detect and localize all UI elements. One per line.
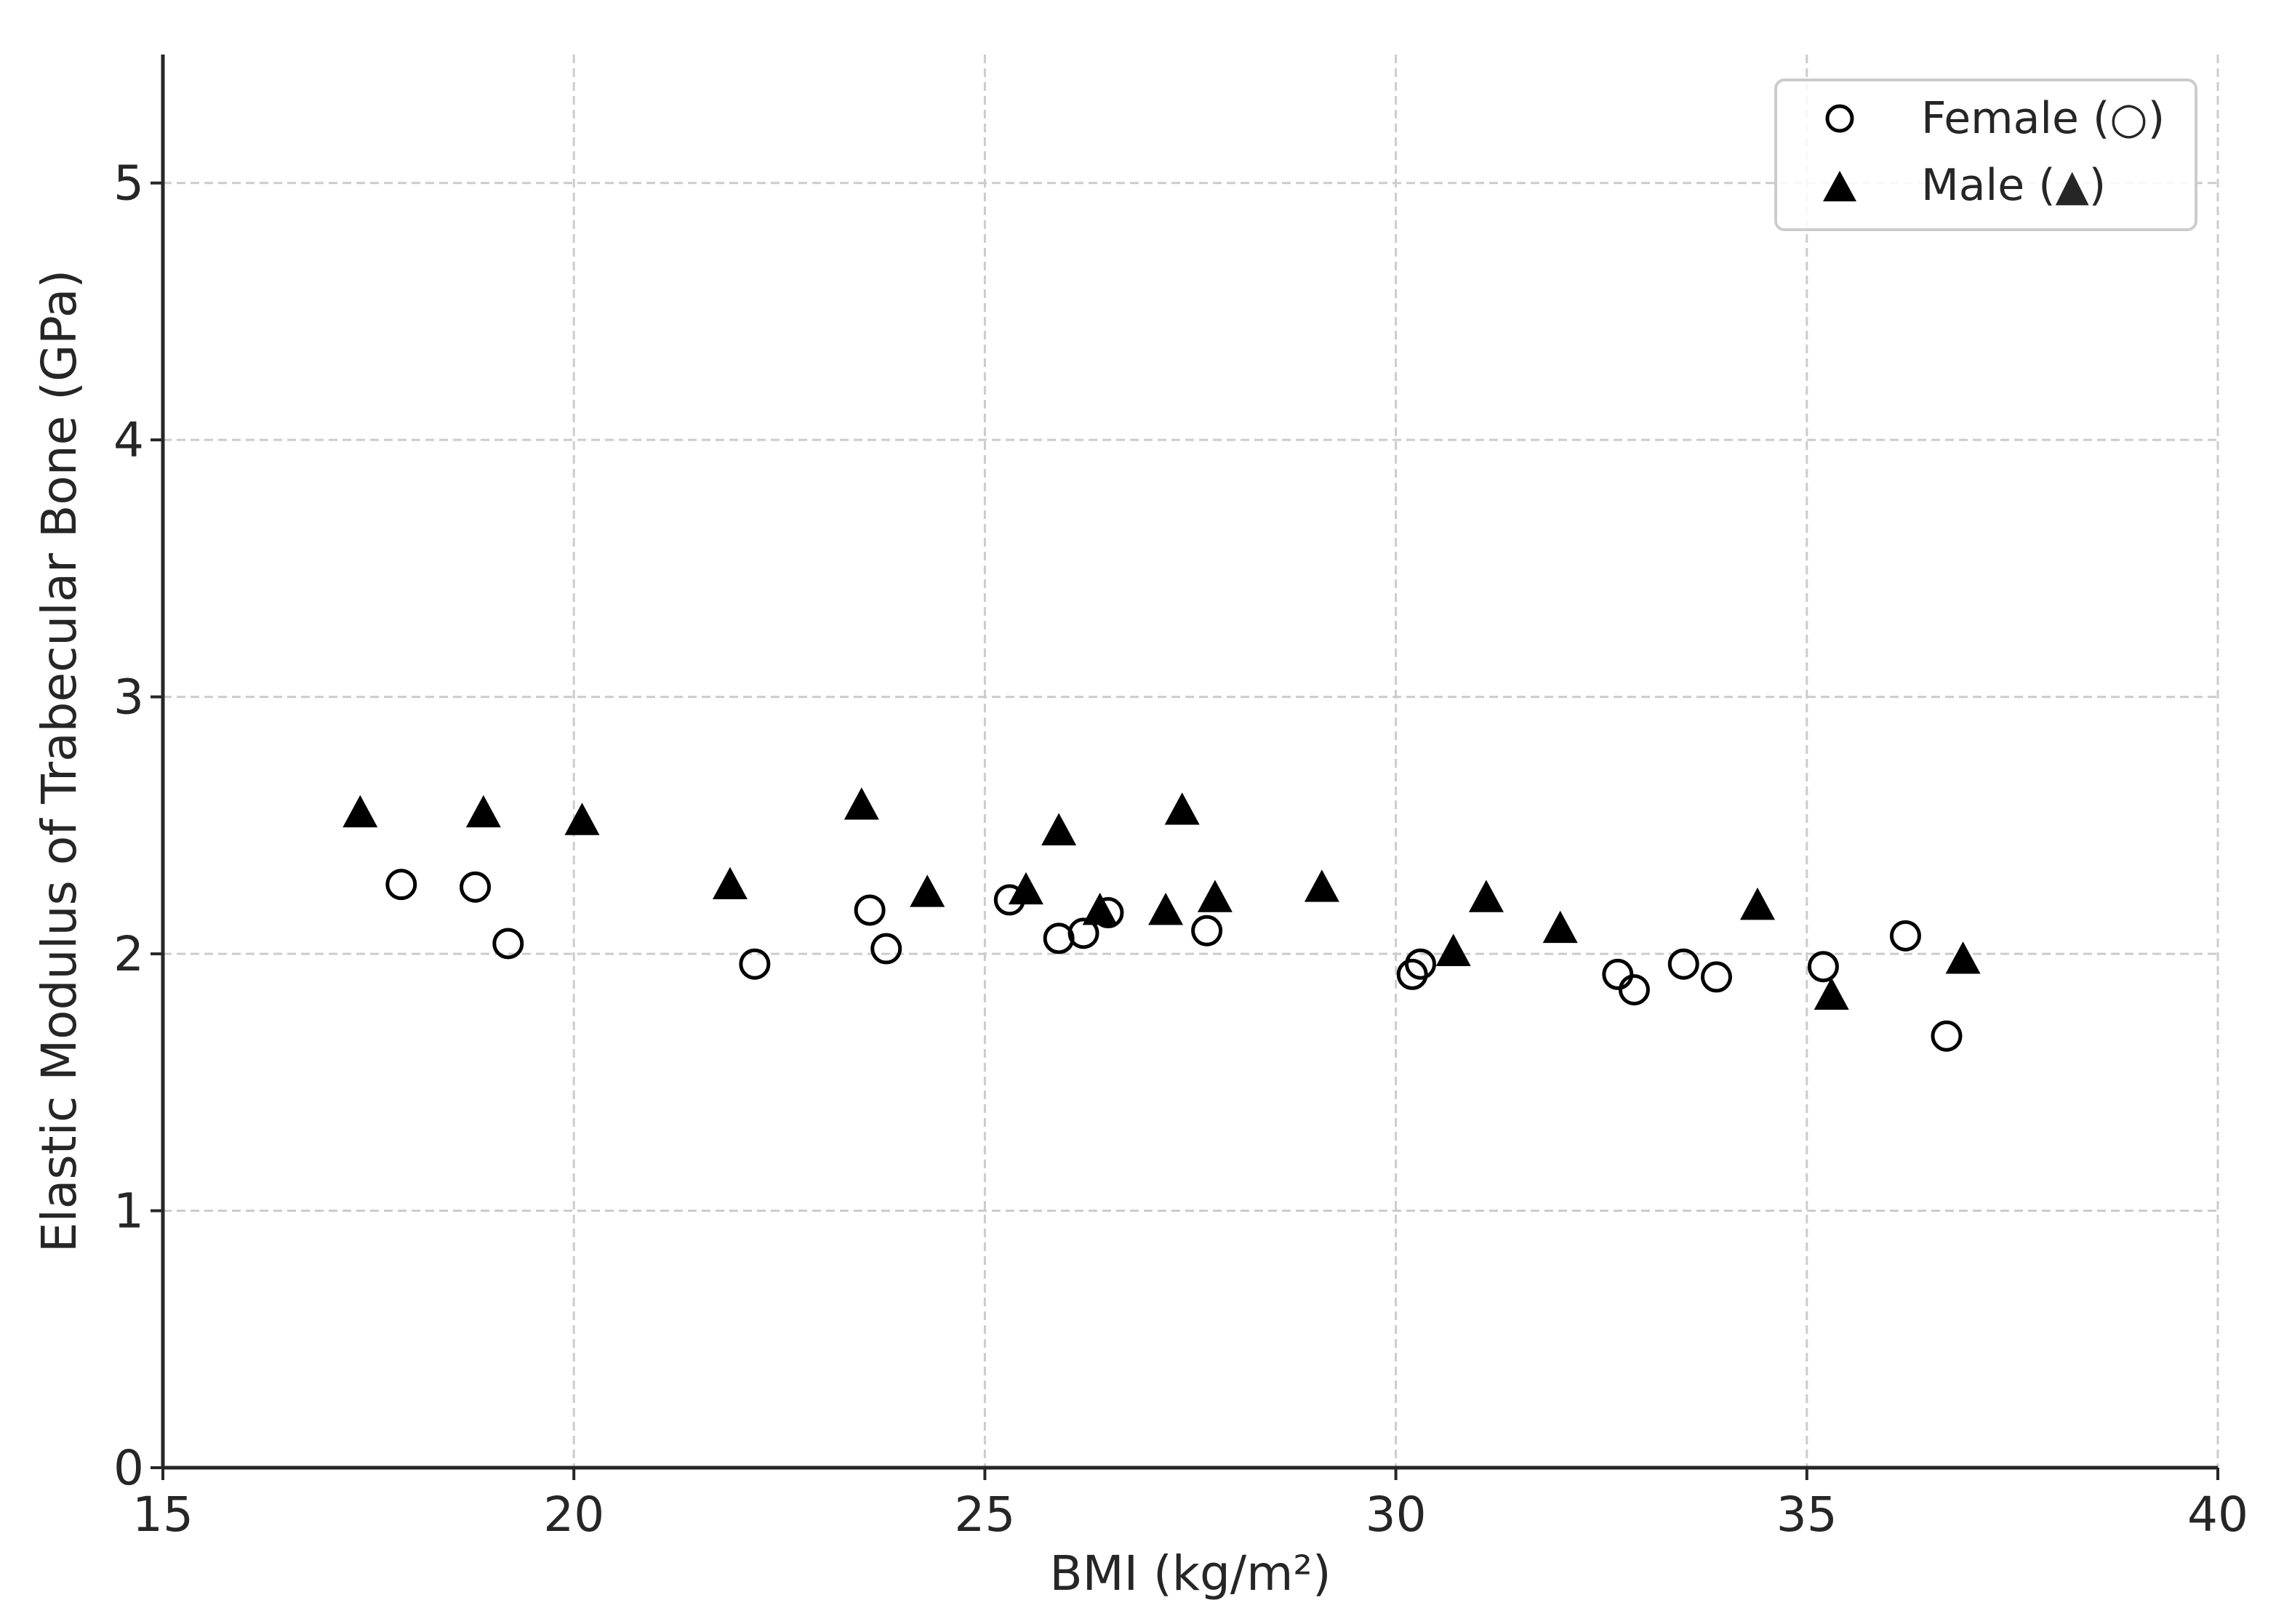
male-data-point	[1041, 813, 1077, 845]
male-data-point	[1304, 869, 1339, 902]
male-data-point	[1008, 872, 1043, 905]
y-tick-label: 1	[113, 1183, 144, 1239]
male-data-point	[1197, 880, 1233, 912]
male-data-point	[1542, 910, 1578, 944]
female-data-point	[1618, 974, 1650, 1006]
x-tick-label: 35	[1776, 1487, 1838, 1543]
male-data-point	[465, 795, 501, 828]
female-data-point	[492, 928, 524, 960]
female-data-point	[1191, 914, 1223, 946]
x-tick-label: 30	[1366, 1487, 1427, 1543]
y-tick-label: 4	[113, 412, 144, 468]
legend-label-female: Female (○)	[1921, 93, 2165, 144]
male-data-point	[564, 803, 600, 835]
legend-box	[1774, 79, 2197, 231]
female-data-point	[739, 948, 771, 980]
axis-ticks: 15 20 25 30 35 40 0 1 2 3 4 5	[113, 156, 2248, 1543]
male-data-point	[1435, 933, 1471, 966]
female-data-point	[460, 871, 492, 903]
female-data-point	[1067, 917, 1099, 949]
x-tick-label: 25	[954, 1487, 1015, 1543]
y-tick-label: 2	[113, 926, 144, 982]
female-data-point	[1396, 958, 1428, 990]
female-data-point	[1667, 948, 1699, 980]
legend-marker-male	[1823, 171, 1856, 201]
female-data-point	[1700, 961, 1732, 993]
female-data-point	[1043, 922, 1075, 954]
female-data-point	[1889, 920, 1921, 952]
grid-lines	[163, 55, 2219, 1468]
y-axis-label: Elastic Modulus of Trabecular Bone (GPa)	[31, 270, 87, 1253]
male-data-point	[712, 867, 748, 900]
axes	[161, 55, 2218, 1470]
y-tick-label: 3	[113, 670, 144, 725]
y-tick-label: 5	[113, 156, 144, 212]
male-data-point	[1164, 792, 1200, 825]
male-data-point	[1945, 941, 1981, 974]
x-tick-label: 20	[543, 1487, 604, 1543]
female-data-point	[1931, 1020, 1963, 1052]
legend: Female (○) Male (▲)	[1774, 79, 2197, 231]
female-data-point	[1405, 948, 1437, 980]
male-data-point	[1148, 893, 1184, 925]
male-data-point	[844, 787, 879, 820]
male-data-point	[1814, 977, 1849, 1010]
x-tick-label: 15	[132, 1487, 193, 1543]
male-data-point	[1739, 887, 1775, 920]
male-data-point	[342, 795, 378, 828]
legend-marker-female	[1825, 104, 1854, 133]
male-data-point	[1468, 880, 1504, 912]
data-points	[342, 787, 1981, 1052]
y-tick-label: 0	[113, 1440, 144, 1496]
male-data-point	[1082, 893, 1118, 925]
female-data-point	[1807, 951, 1839, 983]
legend-label-male: Male (▲)	[1921, 160, 2106, 211]
female-data-point	[854, 894, 886, 926]
male-data-point	[910, 875, 945, 907]
x-axis-label: BMI (kg/m²)	[1049, 1545, 1331, 1601]
female-data-point	[870, 933, 902, 965]
female-data-point	[385, 869, 417, 901]
x-tick-label: 40	[2187, 1487, 2248, 1543]
female-data-point	[1602, 958, 1634, 990]
